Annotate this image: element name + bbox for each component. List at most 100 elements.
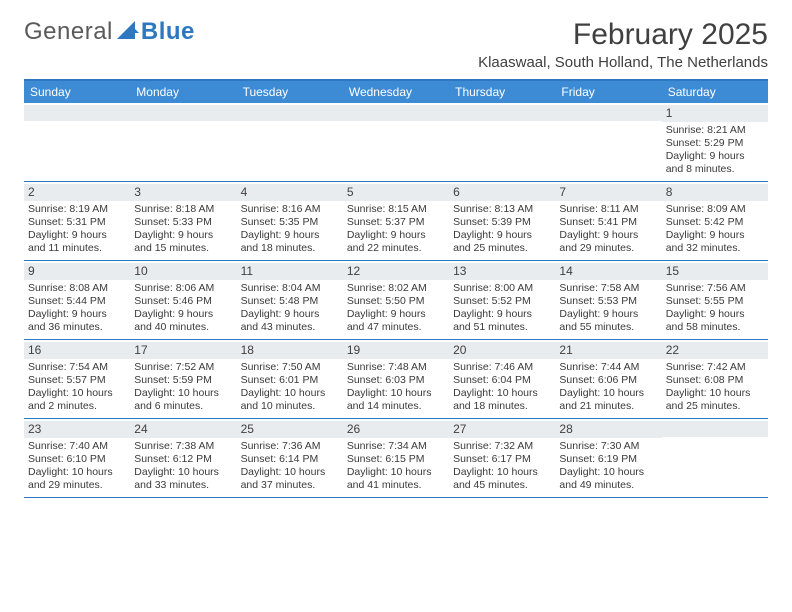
calendar-cell xyxy=(555,103,661,181)
sunrise-text: Sunrise: 8:04 AM xyxy=(241,282,339,295)
day-number-row: 10 xyxy=(130,263,236,280)
day-number: 20 xyxy=(453,343,466,358)
day-number-row xyxy=(662,421,768,437)
weekday-header-row: Sunday Monday Tuesday Wednesday Thursday… xyxy=(24,81,768,103)
header: General Blue February 2025 Klaaswaal, So… xyxy=(24,18,768,71)
calendar-cell: 25Sunrise: 7:36 AMSunset: 6:14 PMDayligh… xyxy=(237,419,343,497)
weekday-header: Tuesday xyxy=(237,81,343,103)
weekday-header: Thursday xyxy=(449,81,555,103)
sunset-text: Sunset: 6:03 PM xyxy=(347,374,445,387)
sunset-text: Sunset: 6:01 PM xyxy=(241,374,339,387)
sunrise-text: Sunrise: 8:00 AM xyxy=(453,282,551,295)
day-number-row xyxy=(24,105,130,121)
calendar-cell: 9Sunrise: 8:08 AMSunset: 5:44 PMDaylight… xyxy=(24,261,130,339)
calendar-cell: 15Sunrise: 7:56 AMSunset: 5:55 PMDayligh… xyxy=(662,261,768,339)
calendar-cell: 21Sunrise: 7:44 AMSunset: 6:06 PMDayligh… xyxy=(555,340,661,418)
weekday-header: Sunday xyxy=(24,81,130,103)
calendar-week: 16Sunrise: 7:54 AMSunset: 5:57 PMDayligh… xyxy=(24,340,768,419)
day-number: 4 xyxy=(241,185,248,200)
day-number-row: 9 xyxy=(24,263,130,280)
sunrise-text: Sunrise: 8:19 AM xyxy=(28,203,126,216)
daylight-text: Daylight: 9 hours and 47 minutes. xyxy=(347,308,445,334)
location-subtitle: Klaaswaal, South Holland, The Netherland… xyxy=(478,54,768,71)
calendar-cell: 10Sunrise: 8:06 AMSunset: 5:46 PMDayligh… xyxy=(130,261,236,339)
sunrise-text: Sunrise: 7:54 AM xyxy=(28,361,126,374)
day-number-row: 22 xyxy=(662,342,768,359)
sunrise-text: Sunrise: 8:21 AM xyxy=(666,124,764,137)
day-number-row: 28 xyxy=(555,421,661,438)
day-number: 3 xyxy=(134,185,141,200)
daylight-text: Daylight: 9 hours and 40 minutes. xyxy=(134,308,232,334)
sunrise-text: Sunrise: 7:52 AM xyxy=(134,361,232,374)
sunset-text: Sunset: 5:50 PM xyxy=(347,295,445,308)
calendar-cell: 11Sunrise: 8:04 AMSunset: 5:48 PMDayligh… xyxy=(237,261,343,339)
sunset-text: Sunset: 5:41 PM xyxy=(559,216,657,229)
day-number-row: 3 xyxy=(130,184,236,201)
sunrise-text: Sunrise: 8:16 AM xyxy=(241,203,339,216)
calendar-cell: 7Sunrise: 8:11 AMSunset: 5:41 PMDaylight… xyxy=(555,182,661,260)
day-number: 15 xyxy=(666,264,679,279)
weekday-header: Saturday xyxy=(662,81,768,103)
sunrise-text: Sunrise: 7:36 AM xyxy=(241,440,339,453)
daylight-text: Daylight: 10 hours and 14 minutes. xyxy=(347,387,445,413)
daylight-text: Daylight: 9 hours and 32 minutes. xyxy=(666,229,764,255)
sunset-text: Sunset: 6:17 PM xyxy=(453,453,551,466)
day-number: 6 xyxy=(453,185,460,200)
day-number-row xyxy=(449,105,555,121)
sunrise-text: Sunrise: 8:11 AM xyxy=(559,203,657,216)
sunset-text: Sunset: 6:04 PM xyxy=(453,374,551,387)
daylight-text: Daylight: 10 hours and 2 minutes. xyxy=(28,387,126,413)
day-number-row: 24 xyxy=(130,421,236,438)
daylight-text: Daylight: 10 hours and 18 minutes. xyxy=(453,387,551,413)
calendar-week: 9Sunrise: 8:08 AMSunset: 5:44 PMDaylight… xyxy=(24,261,768,340)
day-number-row: 5 xyxy=(343,184,449,201)
calendar-cell: 6Sunrise: 8:13 AMSunset: 5:39 PMDaylight… xyxy=(449,182,555,260)
day-number-row: 25 xyxy=(237,421,343,438)
calendar-week: 1Sunrise: 8:21 AMSunset: 5:29 PMDaylight… xyxy=(24,103,768,182)
sunset-text: Sunset: 5:39 PM xyxy=(453,216,551,229)
day-number-row: 2 xyxy=(24,184,130,201)
day-number-row: 23 xyxy=(24,421,130,438)
sunrise-text: Sunrise: 7:38 AM xyxy=(134,440,232,453)
day-number-row: 14 xyxy=(555,263,661,280)
calendar-cell: 16Sunrise: 7:54 AMSunset: 5:57 PMDayligh… xyxy=(24,340,130,418)
sunset-text: Sunset: 5:42 PM xyxy=(666,216,764,229)
day-number-row: 27 xyxy=(449,421,555,438)
sunset-text: Sunset: 6:19 PM xyxy=(559,453,657,466)
day-number-row: 1 xyxy=(662,105,768,122)
daylight-text: Daylight: 9 hours and 43 minutes. xyxy=(241,308,339,334)
calendar-cell: 19Sunrise: 7:48 AMSunset: 6:03 PMDayligh… xyxy=(343,340,449,418)
day-number: 26 xyxy=(347,422,360,437)
day-number-row: 11 xyxy=(237,263,343,280)
day-number: 21 xyxy=(559,343,572,358)
calendar-cell: 22Sunrise: 7:42 AMSunset: 6:08 PMDayligh… xyxy=(662,340,768,418)
day-number: 12 xyxy=(347,264,360,279)
calendar-cell: 27Sunrise: 7:32 AMSunset: 6:17 PMDayligh… xyxy=(449,419,555,497)
sunset-text: Sunset: 6:12 PM xyxy=(134,453,232,466)
sunset-text: Sunset: 5:33 PM xyxy=(134,216,232,229)
day-number: 13 xyxy=(453,264,466,279)
weekday-header: Wednesday xyxy=(343,81,449,103)
calendar-cell xyxy=(130,103,236,181)
daylight-text: Daylight: 9 hours and 51 minutes. xyxy=(453,308,551,334)
day-number-row: 12 xyxy=(343,263,449,280)
day-number: 9 xyxy=(28,264,35,279)
calendar-week: 23Sunrise: 7:40 AMSunset: 6:10 PMDayligh… xyxy=(24,419,768,498)
sunrise-text: Sunrise: 7:30 AM xyxy=(559,440,657,453)
calendar-cell: 5Sunrise: 8:15 AMSunset: 5:37 PMDaylight… xyxy=(343,182,449,260)
daylight-text: Daylight: 9 hours and 11 minutes. xyxy=(28,229,126,255)
calendar-cell: 20Sunrise: 7:46 AMSunset: 6:04 PMDayligh… xyxy=(449,340,555,418)
day-number: 27 xyxy=(453,422,466,437)
daylight-text: Daylight: 9 hours and 22 minutes. xyxy=(347,229,445,255)
day-number: 23 xyxy=(28,422,41,437)
sunrise-text: Sunrise: 7:34 AM xyxy=(347,440,445,453)
logo-text-general: General xyxy=(24,18,113,46)
day-number: 22 xyxy=(666,343,679,358)
calendar-cell xyxy=(237,103,343,181)
day-number: 7 xyxy=(559,185,566,200)
daylight-text: Daylight: 9 hours and 55 minutes. xyxy=(559,308,657,334)
calendar-cell xyxy=(24,103,130,181)
day-number-row: 19 xyxy=(343,342,449,359)
day-number: 28 xyxy=(559,422,572,437)
sunrise-text: Sunrise: 7:32 AM xyxy=(453,440,551,453)
